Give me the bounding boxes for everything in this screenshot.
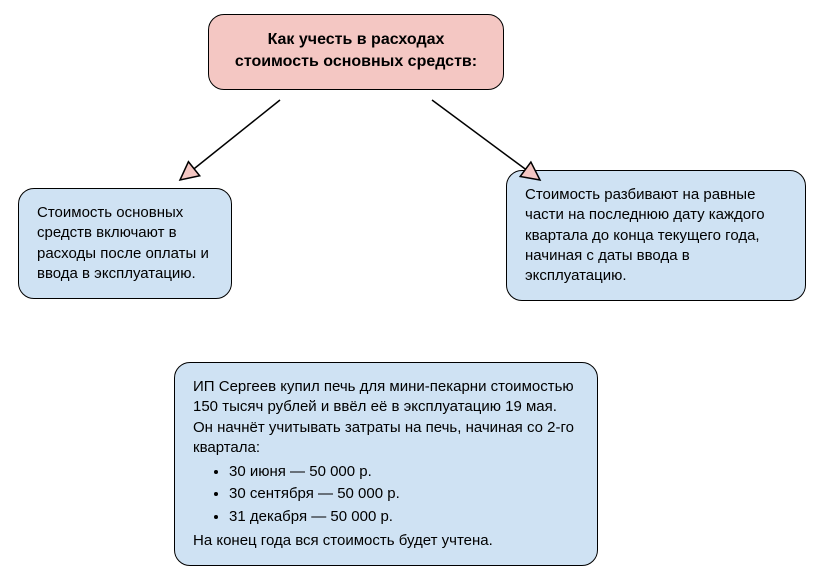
left-node: Стоимость основных средств включают в ра… [18, 188, 232, 299]
title-line1: Как учесть в расходах [268, 31, 445, 48]
example-intro: ИП Сергеев купил печь для мини-пекарни с… [193, 378, 574, 456]
arrow-right [412, 80, 560, 200]
right-node-text: Стоимость разбивают на равные части на п… [525, 186, 765, 284]
example-bullet-1: 30 июня — 50 000 р. [229, 462, 579, 482]
title-line2: стоимость основных средств: [235, 53, 477, 70]
example-bullet-2: 30 сентября — 50 000 р. [229, 484, 579, 504]
example-bullet-3: 31 декабря — 50 000 р. [229, 507, 579, 527]
example-node: ИП Сергеев купил печь для мини-пекарни с… [174, 362, 598, 566]
example-bullets: 30 июня — 50 000 р. 30 сентября — 50 000… [193, 462, 579, 527]
example-outro: На конец года вся стоимость будет учтена… [193, 532, 493, 549]
diagram-canvas: Как учесть в расходах стоимость основных… [0, 0, 837, 563]
arrow-left [160, 80, 300, 200]
left-node-text: Стоимость основных средств включают в ра… [37, 204, 209, 282]
title-node: Как учесть в расходах стоимость основных… [208, 14, 504, 90]
